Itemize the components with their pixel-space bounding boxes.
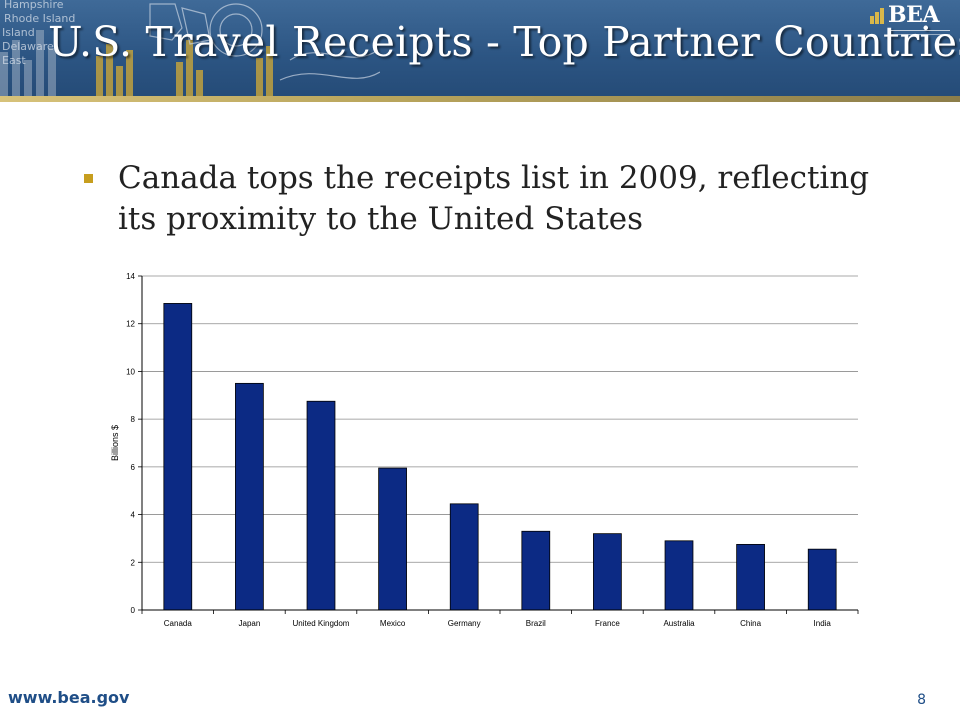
- x-axis-ticks: Canada Japan United Kingdom Mexico Germany Br…: [141, 610, 859, 628]
- bullet-text: Canada tops the receipts list in 2009, r…: [118, 160, 870, 237]
- bea-logo: BEA: [870, 2, 950, 40]
- y-tick-label: 6: [131, 463, 136, 472]
- bea-logo-icon: [870, 8, 884, 24]
- bar-chart: 0 2 4 6 8 10 12 14 Canada Japan United Kingdom Mex…: [110, 272, 859, 628]
- bar: [593, 533, 622, 611]
- x-tick-label: United Kingdom: [293, 619, 350, 628]
- banner-stripe: [0, 96, 960, 102]
- bar: [664, 540, 694, 611]
- x-tick-label: Germany: [448, 619, 481, 628]
- bea-logo-tagline: [888, 30, 950, 35]
- bar: [163, 303, 193, 611]
- x-tick-label: India: [814, 619, 832, 628]
- y-tick-label: 10: [126, 367, 135, 376]
- y-tick-label: 0: [131, 606, 136, 615]
- page-number: 8: [917, 692, 926, 708]
- bea-wordmark: BEA: [888, 2, 939, 28]
- header-banner: Hampshire Rhode Island Island Delaware E…: [0, 0, 960, 102]
- bar: [235, 382, 264, 611]
- y-tick-label: 14: [126, 272, 135, 281]
- y-tick-label: 8: [131, 415, 136, 424]
- slide-title: U.S. Travel Receipts - Top Partner Count…: [48, 18, 960, 66]
- chart-axes: [141, 276, 858, 611]
- banner-text: Rhode Island: [4, 12, 75, 25]
- x-tick-label: Canada: [164, 619, 193, 628]
- y-tick-label: 2: [131, 558, 136, 567]
- banner-text: Delaware: [2, 40, 54, 53]
- bar: [378, 467, 407, 611]
- x-tick-label: Australia: [663, 619, 695, 628]
- bullet-marker: [84, 174, 93, 183]
- bar: [521, 530, 551, 611]
- y-tick-label: 12: [126, 320, 135, 329]
- y-axis-ticks: 0 2 4 6 8 10 12 14: [126, 272, 142, 615]
- y-tick-label: 4: [131, 511, 136, 520]
- x-tick-label: France: [595, 619, 620, 628]
- bar: [306, 400, 336, 611]
- banner-text: East: [2, 54, 26, 67]
- x-tick-label: China: [740, 619, 761, 628]
- chart-bars: [163, 303, 837, 611]
- x-tick-label: Japan: [239, 619, 261, 628]
- footer-url[interactable]: www.bea.gov: [8, 688, 130, 707]
- banner-map-graphic: Hampshire Rhode Island Island Delaware E…: [0, 0, 380, 96]
- bar: [449, 503, 479, 611]
- bar: [736, 543, 765, 611]
- banner-text: Island: [2, 26, 35, 39]
- bar: [807, 548, 837, 611]
- y-axis-label: Billions $: [110, 425, 120, 461]
- x-tick-label: Mexico: [380, 619, 406, 628]
- x-tick-label: Brazil: [526, 619, 546, 628]
- banner-text: Hampshire: [4, 0, 64, 11]
